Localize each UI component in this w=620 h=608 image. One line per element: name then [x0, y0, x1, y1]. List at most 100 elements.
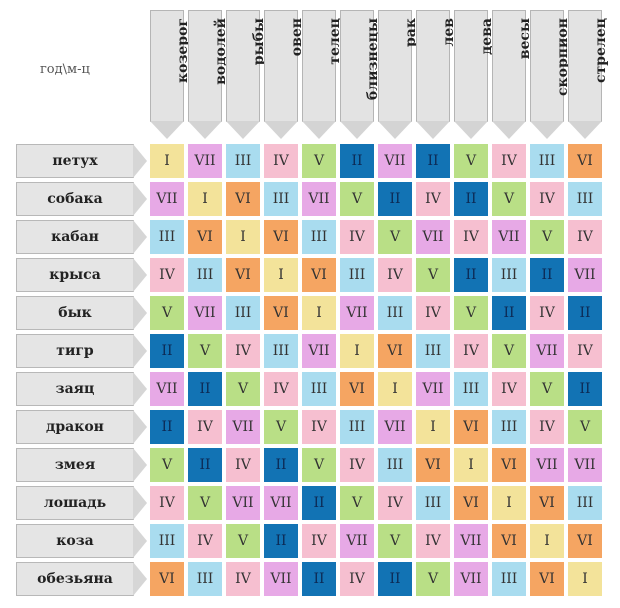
- year-label: коза: [56, 533, 94, 549]
- table-cell: VII: [416, 372, 450, 406]
- table-cell: IV: [226, 448, 260, 482]
- table-cell: II: [340, 144, 374, 178]
- month-header: козерог: [150, 10, 191, 142]
- table-cell: I: [416, 410, 450, 444]
- table-cell: II: [264, 524, 298, 558]
- table-cell: IV: [188, 524, 222, 558]
- year-header: петух: [16, 144, 148, 178]
- table-cell: IV: [340, 448, 374, 482]
- table-cell: II: [302, 562, 336, 596]
- table-cell: V: [226, 372, 260, 406]
- table-cell: VI: [568, 524, 602, 558]
- table-cell: IV: [150, 486, 184, 520]
- year-header: тигр: [16, 334, 148, 368]
- table-cell: V: [378, 220, 412, 254]
- table-cell: III: [340, 258, 374, 292]
- table-cell: V: [226, 524, 260, 558]
- table-cell: VII: [264, 486, 298, 520]
- table-cell: III: [302, 220, 336, 254]
- table-cell: II: [568, 372, 602, 406]
- table-cell: V: [264, 410, 298, 444]
- table-cell: IV: [416, 296, 450, 330]
- table-cell: V: [416, 562, 450, 596]
- table-cell: III: [568, 182, 602, 216]
- table-cell: V: [530, 372, 564, 406]
- table-cell: VI: [416, 448, 450, 482]
- table-cell: IV: [530, 410, 564, 444]
- table-cell: IV: [226, 334, 260, 368]
- table-cell: IV: [454, 220, 488, 254]
- table-cell: II: [568, 296, 602, 330]
- table-cell: IV: [492, 144, 526, 178]
- table-cell: III: [150, 220, 184, 254]
- table-cell: VII: [150, 182, 184, 216]
- table-cell: V: [150, 448, 184, 482]
- table-cell: III: [378, 448, 412, 482]
- table-cell: II: [454, 258, 488, 292]
- table-cell: VI: [226, 258, 260, 292]
- table-cell: IV: [530, 296, 564, 330]
- table-cell: II: [302, 486, 336, 520]
- month-header: близнецы: [340, 10, 381, 142]
- table-cell: V: [378, 524, 412, 558]
- year-label: кабан: [51, 229, 99, 245]
- table-cell: VII: [340, 296, 374, 330]
- table-cell: V: [188, 486, 222, 520]
- table-cell: I: [150, 144, 184, 178]
- table-cell: VII: [226, 410, 260, 444]
- table-cell: V: [568, 410, 602, 444]
- table-cell: VII: [150, 372, 184, 406]
- table-cell: II: [378, 562, 412, 596]
- table-cell: VI: [492, 524, 526, 558]
- table-cell: V: [530, 220, 564, 254]
- month-header: весы: [492, 10, 533, 142]
- table-cell: IV: [378, 486, 412, 520]
- table-cell: IV: [264, 372, 298, 406]
- table-cell: VII: [226, 486, 260, 520]
- table-cell: IV: [568, 220, 602, 254]
- table-cell: VII: [378, 144, 412, 178]
- table-cell: V: [416, 258, 450, 292]
- month-header: овен: [264, 10, 305, 142]
- table-cell: II: [150, 410, 184, 444]
- table-cell: VII: [264, 562, 298, 596]
- table-cell: III: [416, 334, 450, 368]
- table-cell: II: [188, 372, 222, 406]
- corner-label: год\м-ц: [40, 62, 90, 77]
- month-header: рак: [378, 10, 419, 142]
- table-cell: VII: [454, 562, 488, 596]
- table-cell: I: [454, 448, 488, 482]
- table-cell: III: [492, 562, 526, 596]
- table-cell: II: [530, 258, 564, 292]
- table-cell: V: [454, 296, 488, 330]
- table-cell: VI: [492, 448, 526, 482]
- table-cell: II: [150, 334, 184, 368]
- table-cell: VII: [454, 524, 488, 558]
- table-cell: II: [188, 448, 222, 482]
- table-cell: VII: [188, 144, 222, 178]
- year-header: кабан: [16, 220, 148, 254]
- table-cell: III: [150, 524, 184, 558]
- table-cell: VI: [530, 562, 564, 596]
- year-label: крыса: [49, 267, 101, 283]
- table-cell: V: [492, 182, 526, 216]
- table-cell: III: [226, 296, 260, 330]
- table-cell: III: [188, 562, 222, 596]
- year-header: собака: [16, 182, 148, 216]
- year-header: обезьяна: [16, 562, 148, 596]
- table-cell: IV: [302, 410, 336, 444]
- month-header: рыбы: [226, 10, 267, 142]
- year-label: петух: [52, 153, 98, 169]
- table-cell: III: [568, 486, 602, 520]
- table-cell: VII: [378, 410, 412, 444]
- year-label: дракон: [46, 419, 104, 435]
- table-cell: VII: [340, 524, 374, 558]
- year-header: бык: [16, 296, 148, 330]
- table-cell: IV: [302, 524, 336, 558]
- table-cell: III: [226, 144, 260, 178]
- year-header: дракон: [16, 410, 148, 444]
- year-header: лошадь: [16, 486, 148, 520]
- table-cell: VI: [340, 372, 374, 406]
- table-cell: I: [530, 524, 564, 558]
